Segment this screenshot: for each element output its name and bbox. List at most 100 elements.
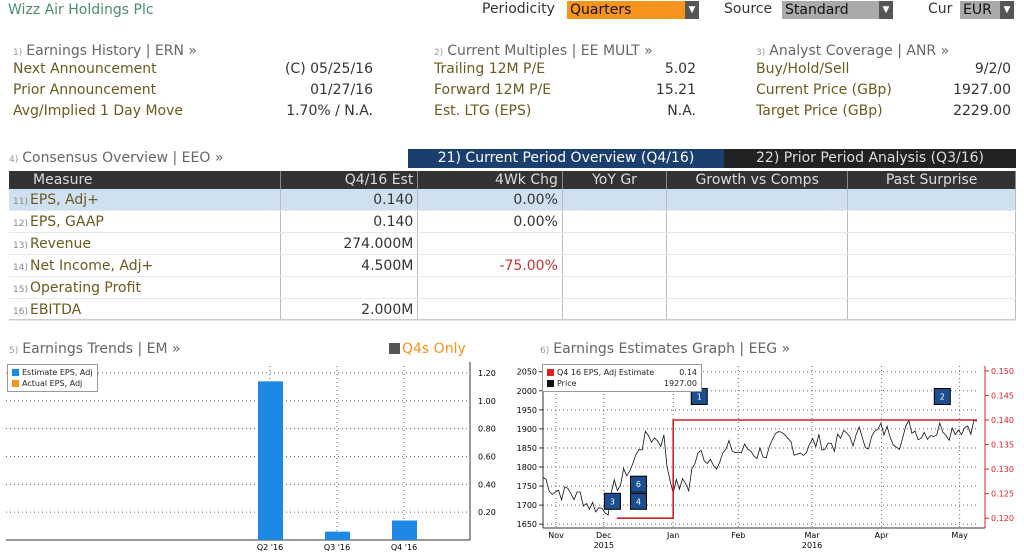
price-tick-label: 1700 bbox=[517, 501, 537, 510]
empty-cell bbox=[666, 189, 849, 211]
change-cell: -75.00% bbox=[417, 254, 563, 277]
consensus-overview-link[interactable]: 4) Consensus Overview | EEO » bbox=[9, 150, 223, 166]
section-number: 1) bbox=[13, 48, 23, 58]
marker-box bbox=[603, 492, 621, 510]
trends-legend: Estimate EPS, Adj Actual EPS, Adj bbox=[7, 364, 98, 392]
q4s-only-toggle[interactable]: Q4s Only bbox=[389, 341, 466, 357]
estimate-tick-label: 0.135 bbox=[991, 441, 1014, 450]
row-number: 12) bbox=[13, 218, 28, 229]
measure-label: Operating Profit bbox=[29, 279, 141, 296]
table-row[interactable]: 11) EPS, Adj+ 0.140 0.00% bbox=[9, 189, 1016, 211]
source-label: Source bbox=[724, 1, 773, 17]
table-row[interactable]: 15) Operating Profit bbox=[9, 276, 1016, 299]
analyst-coverage-link[interactable]: 3) Analyst Coverage | ANR » bbox=[756, 43, 1011, 59]
year-label: 2016 bbox=[802, 541, 822, 550]
estimate-cell: 0.140 bbox=[280, 189, 419, 211]
column-header[interactable]: Q4/16 Est bbox=[280, 171, 419, 189]
column-header[interactable]: Past Surprise bbox=[847, 171, 1016, 189]
section-number: 6) bbox=[540, 346, 550, 356]
event-marker: 4 bbox=[629, 492, 647, 510]
row-value: (C) 05/25/16 bbox=[284, 61, 373, 77]
earnings-estimates-chart: 3 4 6 1 2 1650 1700 1750 1800 1850 1900 1950 2000 20… bbox=[517, 366, 1014, 550]
chevron-down-icon: ▼ bbox=[879, 1, 893, 19]
summary-row: Est. LTG (EPS) N.A. bbox=[434, 101, 696, 122]
measure-cell: 16) EBITDA bbox=[9, 298, 281, 321]
legend-estimate: Estimate EPS, Adj bbox=[12, 367, 93, 378]
earnings-estimates-graph-link[interactable]: 6) Earnings Estimates Graph | EEG » bbox=[540, 341, 790, 357]
row-label: Current Price (GBp) bbox=[756, 82, 892, 98]
summary-row: Next Announcement (C) 05/25/16 bbox=[13, 59, 373, 80]
column-header[interactable]: Growth vs Comps bbox=[666, 171, 849, 189]
row-number: 13) bbox=[13, 240, 28, 251]
summary-row: Forward 12M P/E 15.21 bbox=[434, 80, 696, 101]
row-value: 1927.00 bbox=[953, 82, 1011, 98]
measure-cell: 14) Net Income, Adj+ bbox=[9, 254, 281, 277]
row-label: Forward 12M P/E bbox=[434, 82, 552, 98]
section-number: 3) bbox=[756, 48, 766, 58]
square-icon bbox=[12, 380, 19, 387]
table-row[interactable]: 14) Net Income, Adj+ 4.500M -75.00% bbox=[9, 254, 1016, 277]
row-value: N.A. bbox=[667, 103, 696, 119]
square-icon bbox=[12, 369, 19, 376]
change-cell: 0.00% bbox=[417, 189, 563, 211]
table-row[interactable]: 16) EBITDA 2.000M bbox=[9, 298, 1016, 321]
month-label: Feb bbox=[731, 531, 745, 540]
empty-cell bbox=[847, 232, 1016, 255]
price-tick-label: 1950 bbox=[517, 406, 537, 415]
price-tick-label: 1900 bbox=[517, 425, 537, 434]
measure-label: EBITDA bbox=[29, 301, 82, 318]
section-title: Current Multiples | EE MULT » bbox=[447, 43, 653, 59]
y-tick-label: 1.00 bbox=[478, 397, 496, 406]
empty-cell bbox=[562, 210, 668, 233]
marker-box bbox=[629, 475, 647, 493]
measure-label: Net Income, Adj+ bbox=[29, 257, 154, 274]
marker-label: 2 bbox=[940, 392, 945, 401]
section-number: 2) bbox=[434, 48, 444, 58]
empty-cell bbox=[666, 298, 849, 321]
empty-cell bbox=[666, 232, 849, 255]
empty-cell bbox=[562, 189, 668, 211]
row-label: Target Price (GBp) bbox=[756, 103, 883, 119]
tab-current-period[interactable]: 21) Current Period Overview (Q4/16) bbox=[408, 149, 724, 168]
event-marker: 6 bbox=[629, 475, 647, 493]
month-label: May bbox=[951, 531, 968, 540]
tab-prior-period[interactable]: 22) Prior Period Analysis (Q3/16) bbox=[724, 149, 1016, 168]
divider bbox=[9, 319, 1016, 320]
measure-cell: 15) Operating Profit bbox=[9, 276, 281, 299]
section-title: Consensus Overview | EEO » bbox=[22, 150, 224, 166]
legend-value: 1927.00 bbox=[663, 379, 697, 388]
empty-cell bbox=[847, 254, 1016, 277]
empty-cell bbox=[847, 210, 1016, 233]
legend-estimate: Q4 16 EPS, Adj Estimate 0.14 bbox=[547, 367, 697, 378]
marker-label: 4 bbox=[636, 497, 641, 506]
table-row[interactable]: 13) Revenue 274.000M bbox=[9, 232, 1016, 255]
price-tick-label: 1650 bbox=[517, 520, 537, 529]
section-title: Earnings Estimates Graph | EEG » bbox=[553, 341, 791, 357]
current-multiples-link[interactable]: 2) Current Multiples | EE MULT » bbox=[434, 43, 696, 59]
legend-label: Price bbox=[557, 379, 577, 388]
table-row[interactable]: 12) EPS, GAAP 0.140 0.00% bbox=[9, 210, 1016, 233]
earnings-trends-chart: 0.20 0.40 0.60 0.80 1.00 1.20 Q2 '16 Q3 '16 Q4 … bbox=[6, 362, 496, 552]
empty-cell bbox=[666, 210, 849, 233]
earnings-history-section: 1) Earnings History | ERN » Next Announce… bbox=[13, 43, 373, 122]
square-icon bbox=[547, 380, 554, 387]
row-value: 01/27/16 bbox=[310, 82, 373, 98]
empty-cell bbox=[562, 276, 668, 299]
eeg-legend: Q4 16 EPS, Adj Estimate 0.14 Price 1927.00 bbox=[542, 364, 702, 392]
earnings-trends-link[interactable]: 5) Earnings Trends | EM » bbox=[9, 341, 181, 357]
consensus-table: Measure Q4/16 Est 4Wk Chg YoY Gr Growth vs C… bbox=[9, 171, 1016, 321]
bar-estimate bbox=[325, 531, 350, 540]
column-header[interactable]: Measure bbox=[9, 171, 281, 189]
price-tick-label: 1850 bbox=[517, 444, 537, 453]
column-header[interactable]: 4Wk Chg bbox=[417, 171, 563, 189]
estimate-tick-label: 0.130 bbox=[991, 465, 1014, 474]
earnings-history-link[interactable]: 1) Earnings History | ERN » bbox=[13, 43, 373, 59]
periodicity-label: Periodicity bbox=[482, 1, 555, 17]
security-title: Wizz Air Holdings Plc bbox=[8, 2, 154, 18]
section-title: Earnings History | ERN » bbox=[26, 43, 197, 59]
column-header[interactable]: YoY Gr bbox=[562, 171, 668, 189]
row-value: 1.70% / N.A. bbox=[286, 103, 373, 119]
empty-cell bbox=[847, 298, 1016, 321]
empty-cell bbox=[847, 276, 1016, 299]
change-cell bbox=[417, 232, 563, 255]
